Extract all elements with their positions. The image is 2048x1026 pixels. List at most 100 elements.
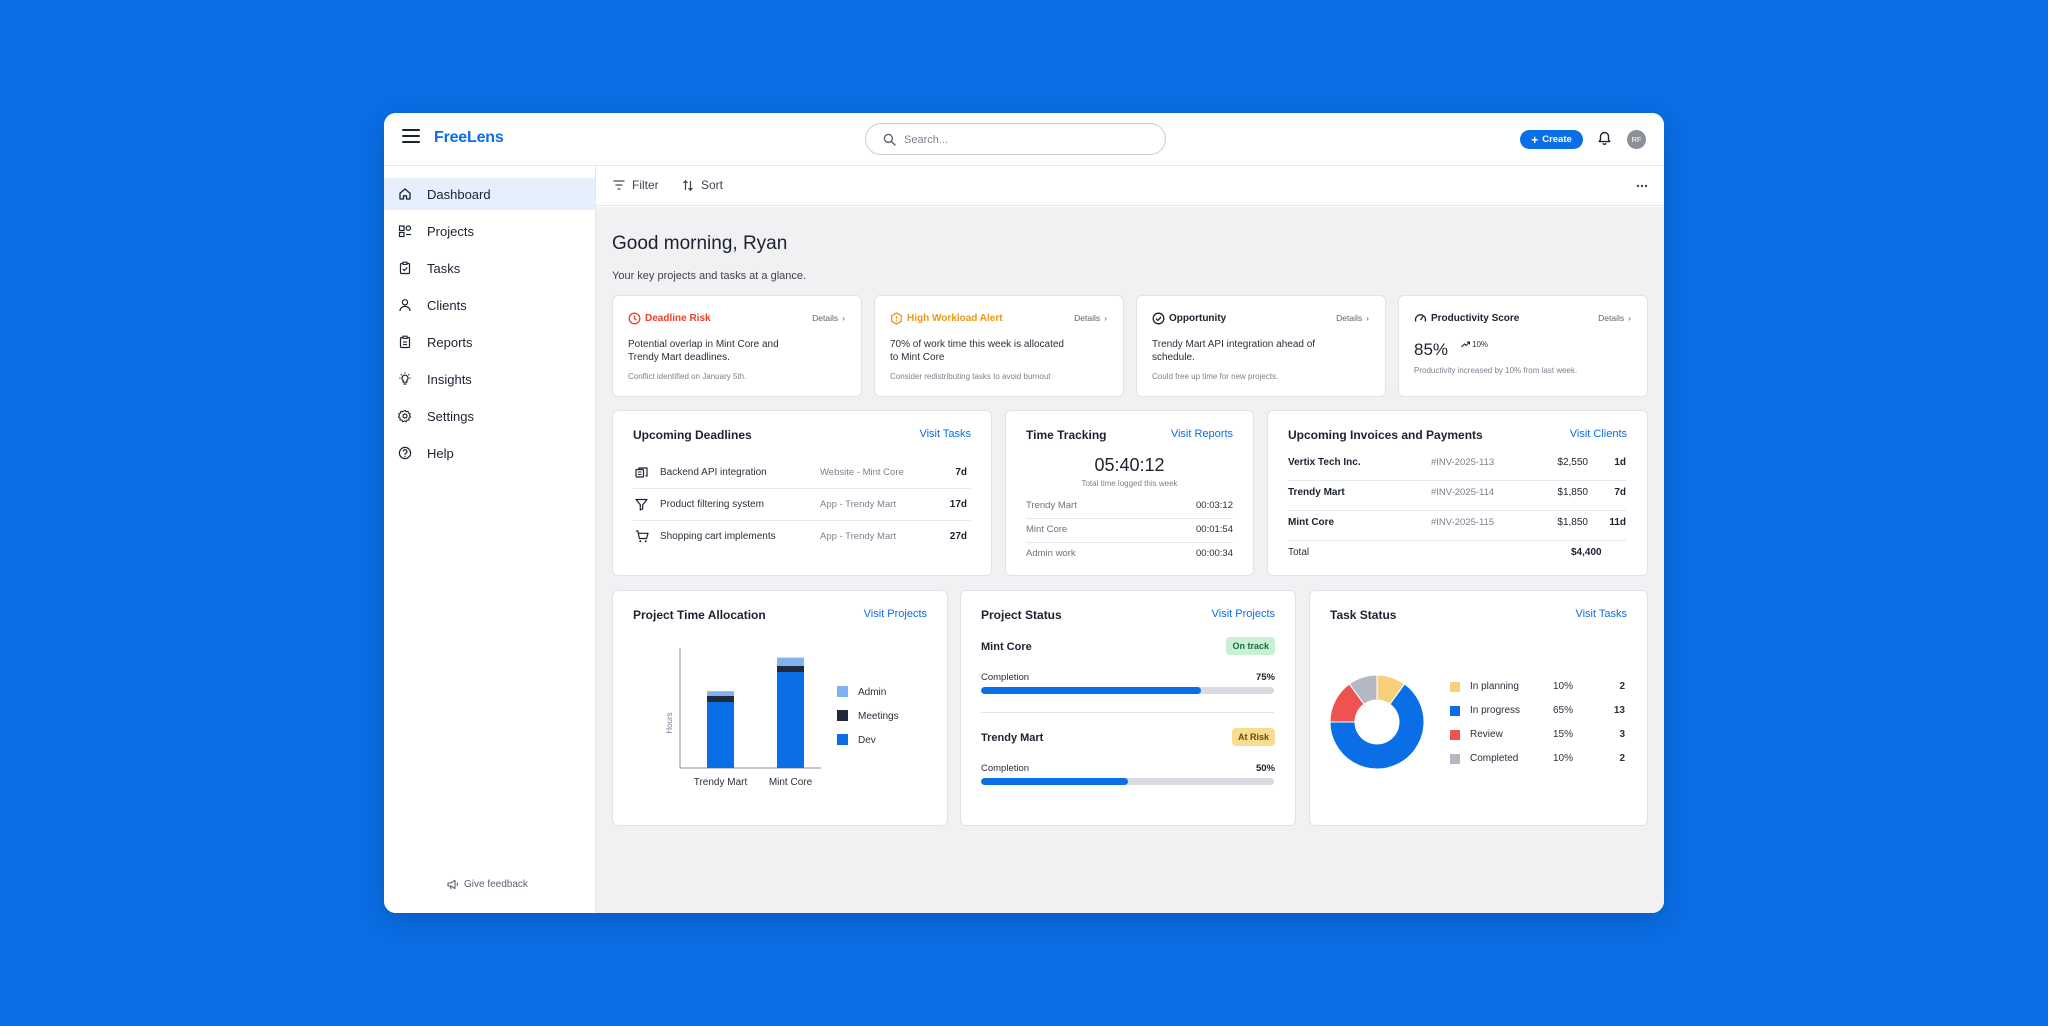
gear-icon: [398, 409, 412, 423]
details-link[interactable]: Details ›: [812, 313, 845, 323]
time-value: 00:00:34: [1196, 548, 1233, 559]
legend-swatch: [1450, 730, 1460, 740]
task-status-percent: 15%: [1553, 729, 1574, 740]
invoice-total-row: Total $4,400: [1288, 541, 1626, 571]
legend-swatch: [837, 686, 848, 697]
bell-icon[interactable]: [1598, 131, 1611, 146]
sidebar-item-dashboard[interactable]: Dashboard: [384, 178, 595, 210]
deadline-task: Backend API integration: [660, 467, 767, 478]
alert-title: Deadline Risk: [628, 312, 711, 325]
time-row: Admin work 00:00:34: [1026, 543, 1233, 567]
completion-percent: 50%: [1255, 763, 1275, 774]
donut-slice-completed: [1348, 674, 1378, 705]
alert-title-text: Deadline Risk: [645, 313, 711, 324]
visit-tasks-link[interactable]: Visit Tasks: [919, 428, 971, 440]
visit-tasks-link[interactable]: Visit Tasks: [1575, 608, 1627, 620]
alert-text: Potential overlap in Mint Core and Trend…: [628, 339, 779, 363]
legend-label: Admin: [858, 687, 886, 698]
deadline-task: Product filtering system: [660, 499, 764, 510]
avatar[interactable]: RF: [1627, 130, 1646, 149]
task-status-row: In planning 10% 2: [1450, 680, 1625, 696]
legend-swatch: [1450, 706, 1460, 716]
task-status-row: Review 15% 3: [1450, 728, 1625, 744]
invoice-days: 7d: [1614, 487, 1626, 498]
legend-label: Meetings: [858, 711, 899, 722]
deadline-project: App - Trendy Mart: [820, 499, 897, 510]
task-status-label: Review: [1470, 729, 1503, 740]
visit-projects-link[interactable]: Visit Projects: [863, 608, 927, 620]
bar-meetings: [707, 696, 734, 702]
sidebar-item-settings[interactable]: Settings: [384, 400, 595, 432]
completion-label: Completion: [981, 672, 1030, 683]
time-project: Admin work: [1026, 548, 1076, 559]
y-axis-label: Hours: [665, 712, 674, 733]
donut-slice-in-progress: [1329, 683, 1425, 770]
card-title: Task Status: [1330, 608, 1397, 622]
give-feedback-link[interactable]: Give feedback: [447, 879, 528, 890]
invoice-row[interactable]: Trendy Mart #INV-2025-114 $1,850 7d: [1288, 481, 1626, 511]
sidebar-item-insights[interactable]: Insights: [384, 363, 595, 395]
legend-swatch: [837, 734, 848, 745]
invoice-days: 11d: [1609, 517, 1626, 528]
trend-up-icon: [1461, 341, 1470, 348]
sidebar-item-help[interactable]: Help: [384, 437, 595, 469]
deadline-row[interactable]: Backend API integration Website - Mint C…: [633, 457, 971, 489]
deadline-project: App - Trendy Mart: [820, 531, 897, 542]
bar-admin: [707, 691, 734, 696]
bar-dev: [777, 672, 804, 768]
invoice-client: Trendy Mart: [1288, 487, 1345, 498]
deadline-row[interactable]: Product filtering system App - Trendy Ma…: [633, 489, 971, 521]
visit-projects-link[interactable]: Visit Projects: [1211, 608, 1275, 620]
details-link[interactable]: Details ›: [1074, 313, 1107, 323]
alert-footnote: Productivity increased by 10% from last …: [1414, 366, 1578, 375]
top-bar: FreeLens + Create RF: [384, 113, 1664, 166]
task-status-label: In progress: [1470, 705, 1521, 716]
megaphone-icon: [447, 879, 459, 890]
details-label: Details: [1074, 313, 1101, 323]
warning-hexagon-icon: [891, 312, 902, 325]
task-status-row: In progress 65% 13: [1450, 704, 1625, 720]
search-input[interactable]: [904, 131, 1144, 149]
progress-fill: [981, 778, 1128, 785]
details-label: Details: [1336, 313, 1363, 323]
divider: [981, 712, 1274, 713]
more-icon[interactable]: [1636, 184, 1648, 188]
task-status-card: Task Status Visit Tasks In planning 10% …: [1309, 590, 1648, 826]
progress-bar: [981, 687, 1274, 694]
visit-clients-link[interactable]: Visit Clients: [1569, 428, 1627, 440]
sidebar-item-label: Insights: [427, 372, 472, 387]
productivity-delta-value: 10%: [1472, 340, 1489, 349]
details-label: Details: [812, 313, 839, 323]
details-link[interactable]: Details ›: [1336, 313, 1369, 323]
sidebar-item-reports[interactable]: Reports: [384, 326, 595, 358]
sidebar-item-projects[interactable]: Projects: [384, 215, 595, 247]
time-project: Trendy Mart: [1026, 500, 1077, 511]
project-name: Trendy Mart: [981, 732, 1044, 744]
sort-button[interactable]: Sort: [682, 178, 723, 192]
app-logo[interactable]: FreeLens: [434, 129, 504, 146]
create-button[interactable]: + Create: [1520, 130, 1583, 149]
task-status-percent: 10%: [1553, 681, 1574, 692]
filter-button[interactable]: Filter: [613, 178, 659, 192]
deadline-row[interactable]: Shopping cart implements App - Trendy Ma…: [633, 521, 971, 553]
sidebar-item-tasks[interactable]: Tasks: [384, 252, 595, 284]
projects-icon: [398, 225, 412, 238]
search-box[interactable]: [865, 123, 1166, 155]
visit-reports-link[interactable]: Visit Reports: [1170, 428, 1233, 440]
invoice-row[interactable]: Mint Core #INV-2025-115 $1,850 11d: [1288, 511, 1626, 541]
sidebar: Dashboard Projects Tasks Clients Reports…: [384, 166, 596, 913]
sidebar-item-label: Projects: [427, 224, 474, 239]
details-link[interactable]: Details ›: [1598, 313, 1631, 323]
chevron-right-icon: ›: [1366, 313, 1369, 323]
invoice-row[interactable]: Vertix Tech Inc. #INV-2025-113 $2,550 1d: [1288, 451, 1626, 481]
sidebar-item-clients[interactable]: Clients: [384, 289, 595, 321]
menu-icon[interactable]: [402, 129, 420, 143]
invoice-number: #INV-2025-115: [1431, 517, 1495, 528]
task-status-count: 13: [1613, 705, 1625, 716]
card-title: Upcoming Deadlines: [633, 428, 752, 442]
invoice-client: Vertix Tech Inc.: [1288, 457, 1361, 468]
sidebar-item-label: Dashboard: [427, 187, 491, 202]
invoice-amount: $1,850: [1557, 487, 1588, 498]
card-title: Upcoming Invoices and Payments: [1288, 428, 1483, 442]
upcoming-deadlines-card: Upcoming Deadlines Visit Tasks Backend A…: [612, 410, 992, 576]
